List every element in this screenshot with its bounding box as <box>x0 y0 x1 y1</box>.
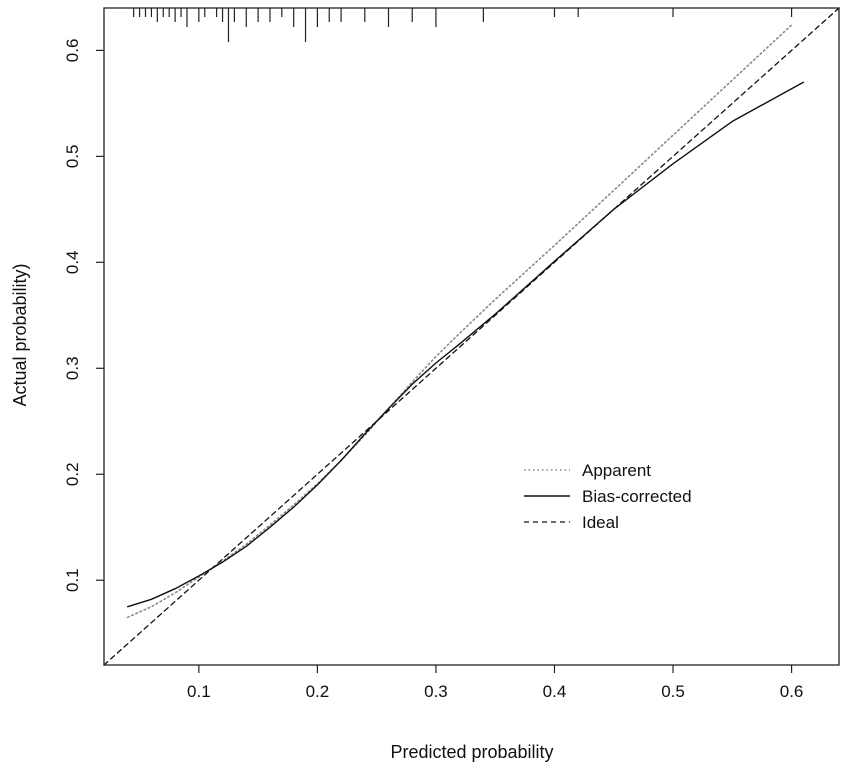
y-axis-label: Actual probability) <box>10 263 30 406</box>
x-tick-label: 0.3 <box>424 682 448 701</box>
x-tick-label: 0.6 <box>780 682 804 701</box>
series-line-bias-corrected <box>126 81 805 608</box>
x-tick-label: 0.2 <box>306 682 330 701</box>
x-tick-label: 0.5 <box>661 682 685 701</box>
legend-label-bias-corrected: Bias-corrected <box>582 487 692 506</box>
y-tick-label: 0.5 <box>63 145 82 169</box>
plot-frame <box>103 7 840 666</box>
rug-marks <box>133 8 793 42</box>
x-axis: 0.1 0.2 0.3 0.4 0.5 0.6 <box>187 665 803 701</box>
y-axis: 0.1 0.2 0.3 0.4 0.5 0.6 <box>63 39 104 592</box>
y-tick-label: 0.3 <box>63 356 82 380</box>
series-line-apparent <box>126 24 793 619</box>
legend-label-ideal: Ideal <box>582 513 619 532</box>
series-line-ideal <box>103 7 840 666</box>
legend-label-apparent: Apparent <box>582 461 651 480</box>
series-lines <box>103 7 840 666</box>
x-tick-label: 0.1 <box>187 682 211 701</box>
y-tick-label: 0.6 <box>63 39 82 63</box>
legend: Apparent Bias-corrected Ideal <box>524 461 692 532</box>
x-tick-label: 0.4 <box>543 682 567 701</box>
y-tick-label: 0.1 <box>63 568 82 592</box>
x-axis-label: Predicted probability <box>390 742 553 762</box>
y-tick-label: 0.4 <box>63 251 82 275</box>
y-tick-label: 0.2 <box>63 462 82 486</box>
